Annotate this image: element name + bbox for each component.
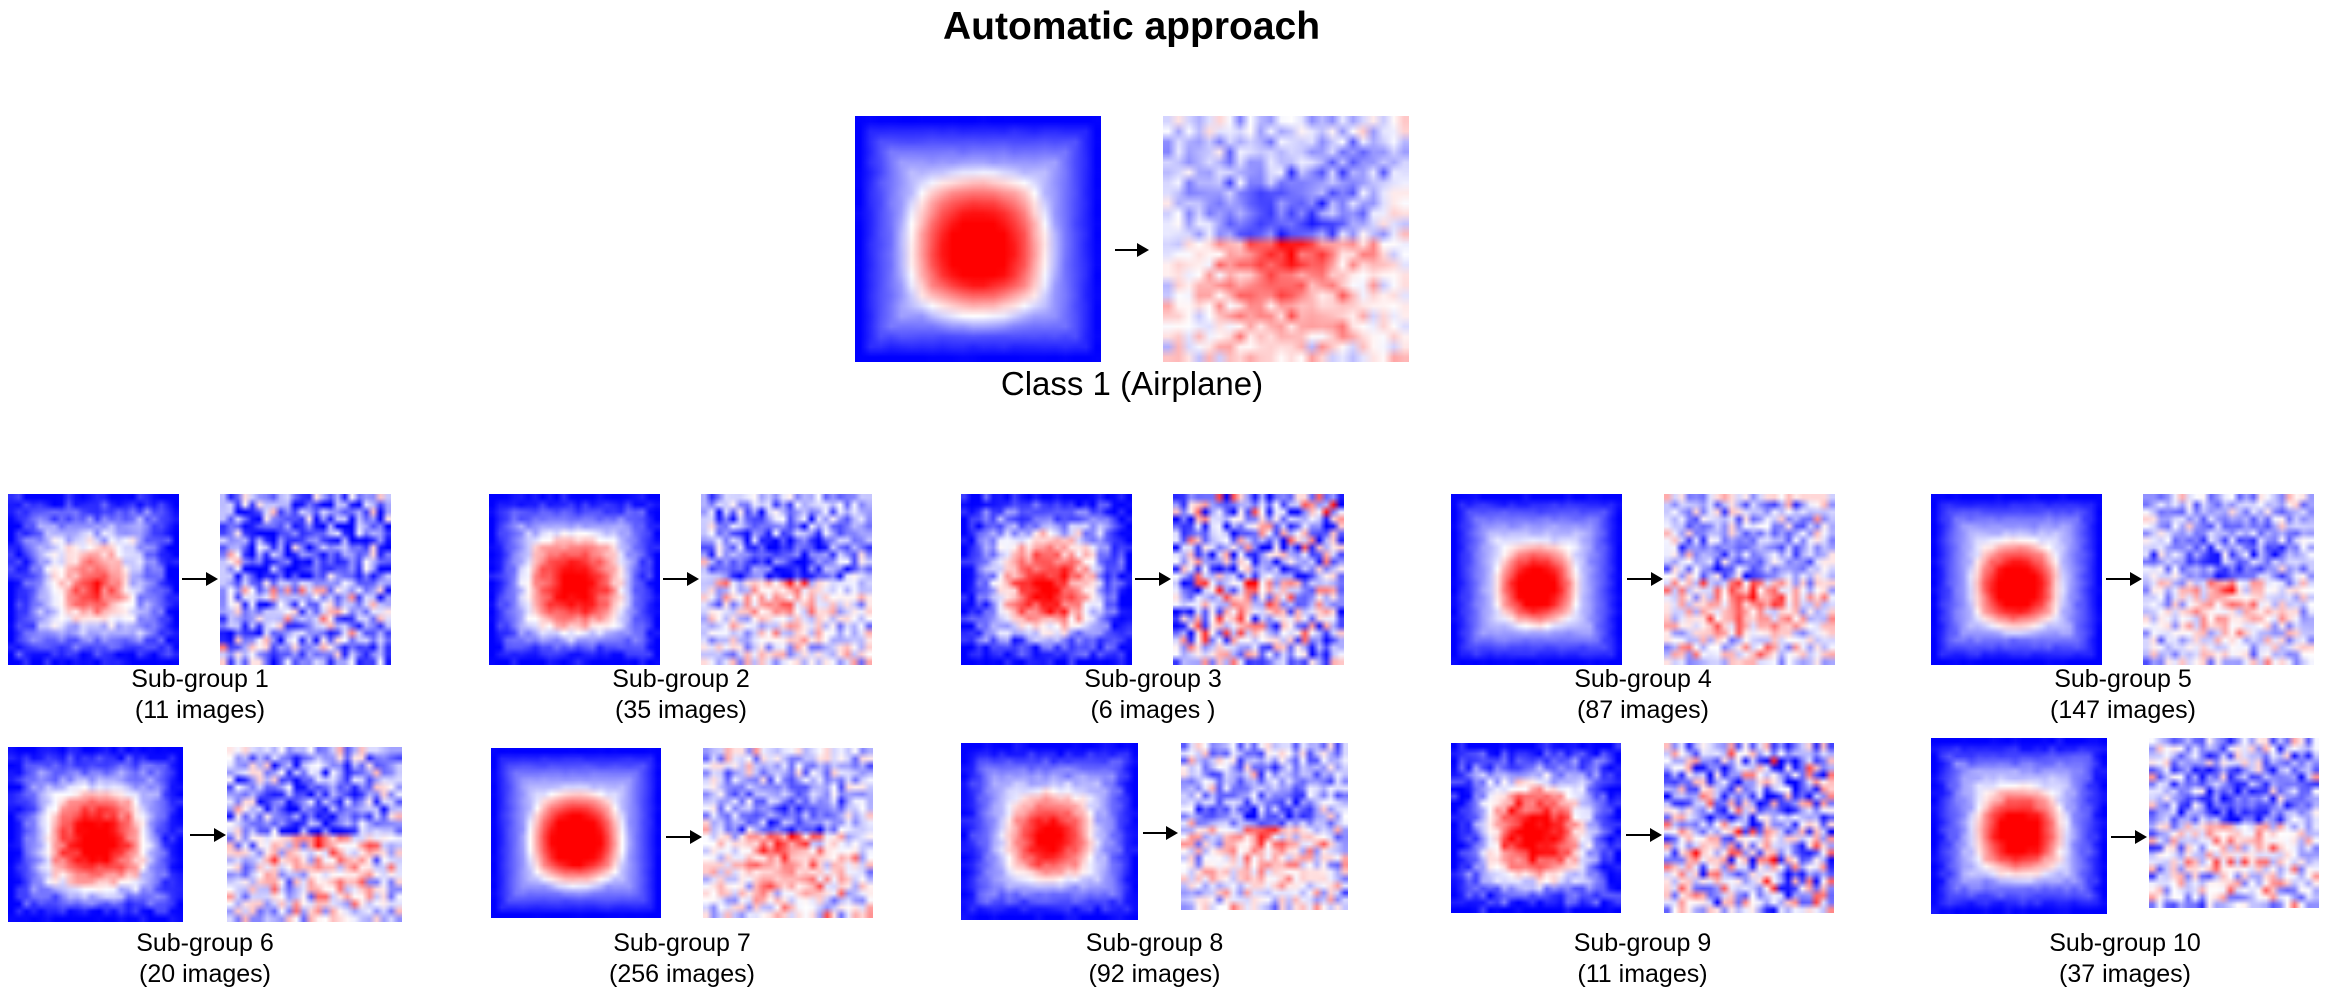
arrow-icon [1143, 826, 1178, 840]
subgroup-label: Sub-group 10 (37 images) [1931, 928, 2319, 990]
arrow-icon [2106, 572, 2142, 586]
subgroup-heatmap-result [701, 494, 872, 665]
arrow-icon [190, 828, 226, 842]
subgroup-heatmap-result [2143, 494, 2314, 665]
subgroup-heatmap-result [1664, 494, 1835, 665]
class-heatmap-source [855, 116, 1101, 362]
subgroup-heatmap-source [961, 494, 1132, 665]
subgroup-name: Sub-group 9 [1573, 929, 1712, 957]
subgroup-count: (35 images) [615, 696, 747, 724]
subgroup-heatmap-result [1173, 494, 1344, 665]
subgroup-heatmap-source [961, 743, 1138, 920]
subgroup-label: Sub-group 9 (11 images) [1451, 928, 1834, 990]
subgroup-count: (147 images) [2050, 696, 2196, 724]
subgroup-heatmap-result [220, 494, 391, 665]
subgroup-heatmap-result [1664, 743, 1834, 913]
subgroup-heatmap-source [489, 494, 660, 665]
class-label: Class 1 (Airplane) [1000, 365, 1264, 402]
subgroup-count: (11 images) [134, 696, 266, 724]
subgroup-heatmap-source [1451, 494, 1622, 665]
class-heatmap-result [1163, 116, 1409, 362]
subgroup-heatmap-result [703, 748, 873, 918]
subgroup-count: (92 images) [1088, 960, 1221, 988]
subgroup-name: Sub-group 5 [2054, 665, 2192, 693]
subgroup-name: Sub-group 8 [1085, 929, 1224, 957]
arrow-icon [1627, 572, 1663, 586]
subgroup-heatmap-source [1451, 743, 1621, 913]
subgroup-name: Sub-group 6 [136, 929, 274, 957]
subgroup-heatmap-source [1931, 494, 2102, 665]
subgroup-heatmap-result [227, 747, 402, 922]
subgroup-heatmap-source [491, 748, 661, 918]
subgroup-name: Sub-group 2 [612, 665, 750, 693]
arrow-icon [663, 572, 699, 586]
subgroup-heatmap-source [8, 747, 183, 922]
subgroup-label: Sub-group 3 (6 images ) [961, 664, 1345, 726]
subgroup-heatmap-source [8, 494, 179, 665]
subgroup-count: (87 images) [1577, 696, 1709, 724]
subgroup-count: (37 images) [2059, 960, 2191, 988]
arrow-icon [1115, 243, 1149, 257]
subgroup-heatmap-result [2149, 738, 2319, 908]
subgroup-heatmap-source [1931, 738, 2107, 914]
subgroup-label: Sub-group 1 (11 images) [8, 664, 392, 726]
subgroup-label: Sub-group 8 (92 images) [961, 928, 1348, 990]
subgroup-name: Sub-group 1 [131, 665, 269, 693]
subgroup-name: Sub-group 7 [613, 929, 751, 957]
subgroup-label: Sub-group 7 (256 images) [491, 928, 873, 990]
subgroup-name: Sub-group 10 [2049, 929, 2201, 957]
arrow-icon [1135, 572, 1171, 586]
subgroup-count: (11 images) [1577, 960, 1708, 988]
subgroup-name: Sub-group 3 [1084, 665, 1222, 693]
arrow-icon [1626, 828, 1662, 842]
subgroup-heatmap-result [1181, 743, 1348, 910]
subgroup-label: Sub-group 4 (87 images) [1451, 664, 1835, 726]
subgroup-label: Sub-group 5 (147 images) [1931, 664, 2315, 726]
subgroup-name: Sub-group 4 [1574, 665, 1712, 693]
arrow-icon [182, 572, 218, 586]
subgroup-label: Sub-group 2 (35 images) [489, 664, 873, 726]
subgroup-label: Sub-group 6 (20 images) [8, 928, 402, 990]
subgroup-count: (20 images) [139, 960, 271, 988]
arrow-icon [666, 830, 702, 844]
subgroup-count: (256 images) [609, 960, 755, 988]
page-title: Automatic approach [942, 5, 1321, 48]
subgroup-count: (6 images ) [1090, 696, 1216, 724]
arrow-icon [2111, 830, 2147, 844]
